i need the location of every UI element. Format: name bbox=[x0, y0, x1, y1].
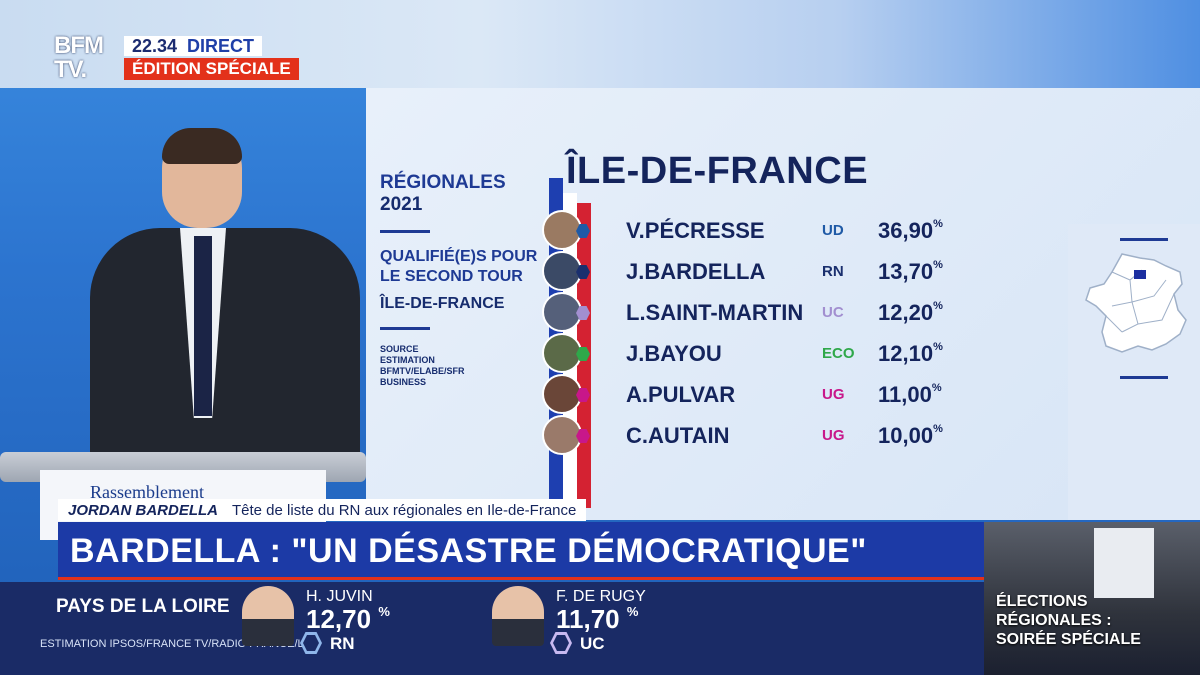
candidate-score: 12,20% bbox=[878, 300, 943, 325]
candidate-party: RN bbox=[822, 263, 844, 280]
divider bbox=[1120, 376, 1168, 379]
candidate-avatar bbox=[542, 292, 582, 332]
candidate-party: UG bbox=[822, 427, 845, 444]
podium-logo-text: Rassemblement bbox=[90, 482, 204, 502]
candidate-name: J.BARDELLA bbox=[626, 259, 766, 284]
candidate-avatar bbox=[542, 415, 582, 455]
live-label: DIRECT bbox=[187, 36, 255, 56]
party-hexagon-icon bbox=[576, 224, 590, 238]
map-panel bbox=[1068, 224, 1200, 520]
qualified-line1: QUALIFIÉ(E)S POUR bbox=[380, 248, 538, 265]
clock-time: 22.34 bbox=[132, 36, 178, 56]
logo-line1: BFM bbox=[54, 32, 104, 59]
source-line: ESTIMATION bbox=[380, 355, 435, 365]
candidate-party: UD bbox=[822, 222, 844, 239]
party-hexagon-icon bbox=[576, 429, 590, 443]
ticker-candidate: F. DE RUGY 11,70 % UC bbox=[486, 582, 736, 675]
promo-tile[interactable]: ÉLECTIONS RÉGIONALES : SOIRÉE SPÉCIALE bbox=[984, 522, 1200, 675]
results-ticker: PAYS DE LA LOIRE ESTIMATION IPSOS/FRANCE… bbox=[0, 582, 984, 675]
speaker-role: Tête de liste du RN aux régionales en Il… bbox=[232, 501, 577, 519]
party-hexagon-inner bbox=[553, 635, 569, 651]
election-label: RÉGIONALES bbox=[380, 172, 506, 193]
candidate-avatar bbox=[542, 210, 582, 250]
party-hexagon-icon bbox=[576, 306, 590, 320]
promo-text: ÉLECTIONS RÉGIONALES : SOIRÉE SPÉCIALE bbox=[996, 592, 1141, 649]
candidate-score: 12,10% bbox=[878, 341, 943, 366]
candidate-name: J.BAYOU bbox=[626, 341, 722, 366]
party-hexagon-icon bbox=[576, 265, 590, 279]
edition-badge: ÉDITION SPÉCIALE bbox=[124, 58, 299, 80]
divider bbox=[380, 327, 430, 330]
candidate-score: 10,00% bbox=[878, 423, 943, 448]
bfmtv-logo: BFM TV. bbox=[54, 34, 116, 84]
candidate-avatar bbox=[542, 251, 582, 291]
candidate-name: V.PÉCRESSE bbox=[626, 218, 765, 243]
candidate-name: C.AUTAIN bbox=[626, 423, 730, 448]
candidate-row: A.PULVAR UG 11,00% bbox=[542, 374, 982, 415]
candidate-party: ECO bbox=[822, 345, 855, 362]
ticker-candidate-name: F. DE RUGY bbox=[556, 588, 646, 605]
promo-line2: RÉGIONALES : bbox=[996, 612, 1112, 629]
logo-line2: TV. bbox=[54, 56, 87, 83]
source-line: BUSINESS bbox=[380, 377, 427, 387]
candidate-name: A.PULVAR bbox=[626, 382, 736, 407]
candidate-row: J.BAYOU ECO 12,10% bbox=[542, 333, 982, 374]
divider bbox=[1120, 238, 1168, 241]
speaker-suit bbox=[90, 228, 360, 468]
results-panel: RÉGIONALES 2021 QUALIFIÉ(E)S POUR LE SEC… bbox=[366, 88, 1200, 520]
ticker-candidate-party: RN bbox=[330, 634, 355, 653]
promo-line3: SOIRÉE SPÉCIALE bbox=[996, 631, 1141, 648]
panel-info: RÉGIONALES 2021 QUALIFIÉ(E)S POUR LE SEC… bbox=[380, 172, 540, 388]
source-line: BFMTV/ELABE/SFR bbox=[380, 366, 465, 376]
qualified-line2: LE SECOND TOUR bbox=[380, 268, 523, 285]
speaker-nametag: JORDAN BARDELLA Tête de liste du RN aux … bbox=[58, 499, 587, 521]
source-line: SOURCE bbox=[380, 344, 419, 354]
candidate-party: UG bbox=[822, 386, 845, 403]
speaker-hair bbox=[162, 128, 242, 164]
candidate-name: L.SAINT-MARTIN bbox=[626, 300, 804, 325]
party-hexagon-icon bbox=[576, 347, 590, 361]
region-small-label: ÎLE-DE-FRANCE bbox=[380, 295, 505, 312]
ticker-region: PAYS DE LA LOIRE bbox=[56, 596, 230, 617]
candidate-score: 13,70% bbox=[878, 259, 943, 284]
promo-line1: ÉLECTIONS bbox=[996, 593, 1088, 610]
region-title: ÎLE-DE-FRANCE bbox=[566, 150, 869, 192]
candidate-list: V.PÉCRESSE UD 36,90% J.BARDELLA RN 13,70% L.SA… bbox=[542, 210, 982, 456]
headline-text: BARDELLA : "UN DÉSASTRE DÉMOCRATIQUE" bbox=[70, 532, 867, 570]
headline-bar: BARDELLA : "UN DÉSASTRE DÉMOCRATIQUE" bbox=[58, 522, 984, 580]
ballot-box-image bbox=[1094, 528, 1154, 598]
candidate-photo bbox=[492, 586, 544, 646]
ticker-candidate: H. JUVIN 12,70 % RN bbox=[236, 582, 486, 675]
election-year: 2021 bbox=[380, 194, 423, 215]
candidate-party: UC bbox=[822, 304, 844, 321]
candidate-row: J.BARDELLA RN 13,70% bbox=[542, 251, 982, 292]
ticker-candidate-score: 11,70 % bbox=[556, 604, 639, 634]
ticker-candidate-score: 12,70 % bbox=[306, 604, 390, 634]
candidate-score: 11,00% bbox=[878, 382, 942, 407]
candidate-row: V.PÉCRESSE UD 36,90% bbox=[542, 210, 982, 251]
speaker-figure bbox=[80, 128, 370, 468]
divider bbox=[380, 230, 430, 233]
party-hexagon-icon bbox=[576, 388, 590, 402]
candidate-avatar bbox=[542, 374, 582, 414]
france-map-icon bbox=[1085, 253, 1187, 353]
candidate-avatar bbox=[542, 333, 582, 373]
clock-bar: 22.34 DIRECT bbox=[124, 36, 263, 56]
candidate-score: 36,90% bbox=[878, 218, 943, 243]
candidate-row: C.AUTAIN UG 10,00% bbox=[542, 415, 982, 456]
candidate-photo bbox=[242, 586, 294, 646]
party-hexagon-inner bbox=[303, 635, 319, 651]
ticker-candidate-party: UC bbox=[580, 634, 605, 653]
ticker-candidate-name: H. JUVIN bbox=[306, 588, 373, 605]
candidate-row: L.SAINT-MARTIN UC 12,20% bbox=[542, 292, 982, 333]
speaker-tie bbox=[194, 236, 212, 416]
speaker-name: JORDAN BARDELLA bbox=[68, 501, 218, 519]
